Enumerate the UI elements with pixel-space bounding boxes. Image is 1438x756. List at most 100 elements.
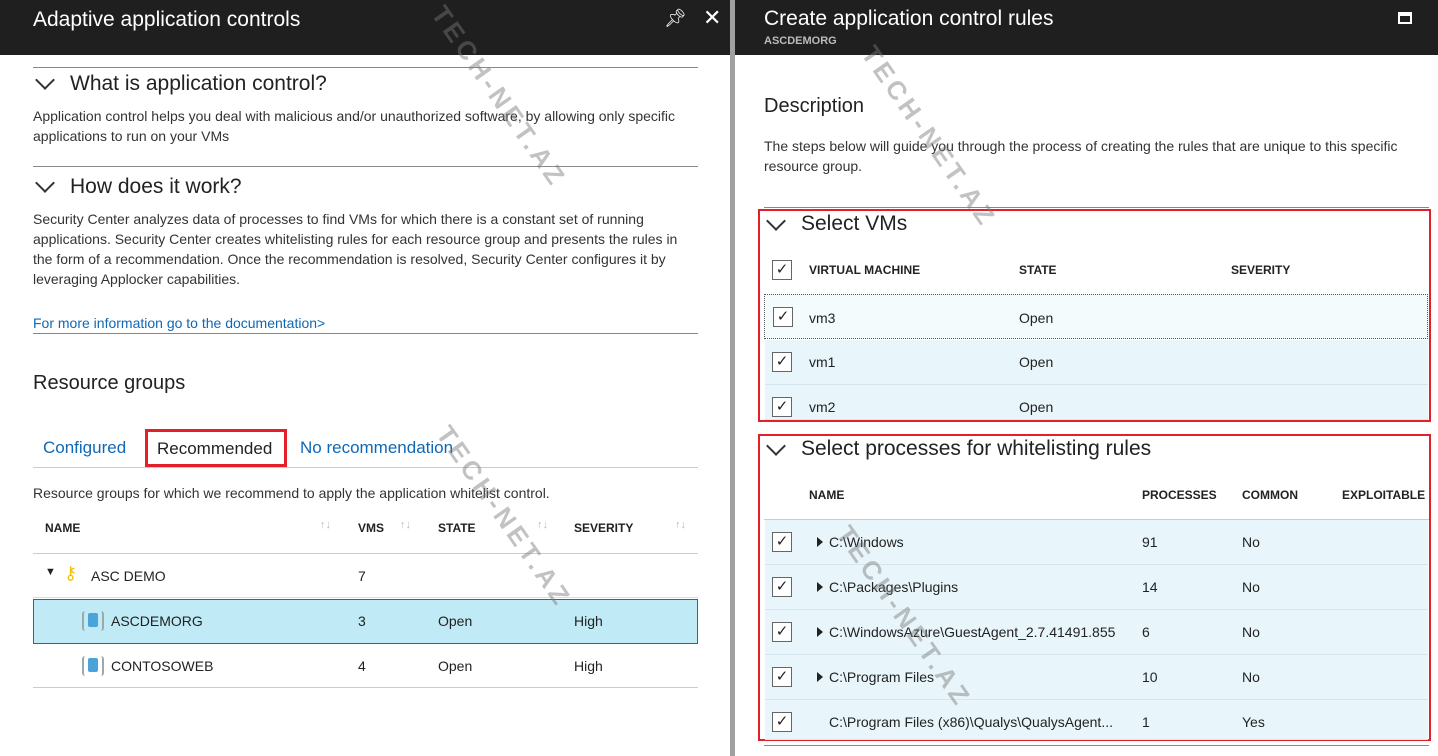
blade-header: Create application control rules ASCDEMO…	[735, 0, 1438, 55]
row-severity: High	[574, 613, 603, 629]
process-name: C:\WindowsAzure\GuestAgent_2.7.41491.855	[829, 624, 1116, 640]
vm-name: vm2	[809, 399, 836, 415]
column-exploitable: EXPLOITABLE	[1342, 488, 1426, 502]
row-checkbox[interactable]: ✓	[772, 577, 792, 597]
expand-triangle-icon[interactable]: ▼	[45, 566, 56, 578]
process-count: 91	[1142, 534, 1158, 550]
row-name: ASCDEMORG	[111, 613, 203, 629]
process-common: No	[1242, 534, 1260, 550]
column-virtual-machine: VIRTUAL MACHINE	[809, 263, 921, 277]
blade-subtitle: ASCDEMORG	[764, 35, 837, 47]
table-row[interactable]: ▼ ⚷ ASC DEMO 7	[33, 554, 698, 598]
adaptive-application-controls-blade: Adaptive application controls 📌︎ ✕ What …	[0, 0, 730, 756]
expand-triangle-icon[interactable]	[817, 672, 823, 682]
resource-group-icon	[82, 656, 104, 676]
sort-icon[interactable]: ↑↓	[320, 519, 331, 531]
row-vms: 3	[358, 613, 366, 629]
process-row[interactable]: ✓ C:\WindowsAzure\GuestAgent_2.7.41491.8…	[765, 610, 1428, 655]
process-name: C:\Program Files (x86)\Qualys\QualysAgen…	[829, 714, 1113, 730]
resource-group-icon	[82, 611, 104, 631]
description-text: The steps below will guide you through t…	[764, 138, 1398, 174]
what-section-text: Application control helps you deal with …	[33, 108, 676, 144]
row-name: CONTOSOWEB	[111, 658, 214, 674]
create-application-control-rules-blade: Create application control rules ASCDEMO…	[735, 0, 1438, 756]
select-vms-section	[758, 209, 1431, 422]
pin-icon[interactable]: 📌︎	[664, 8, 687, 28]
process-count: 14	[1142, 579, 1158, 595]
column-common: COMMON	[1242, 488, 1298, 502]
vm-row[interactable]: ✓ vm1 Open	[765, 340, 1428, 385]
column-processes: PROCESSES	[1142, 488, 1217, 502]
key-icon: ⚷	[64, 563, 78, 583]
select-processes-section	[758, 434, 1431, 741]
process-row[interactable]: ✓ C:\Program Files 10 No	[765, 655, 1428, 700]
sort-icon[interactable]: ↑↓	[400, 519, 411, 531]
row-checkbox[interactable]: ✓	[772, 532, 792, 552]
process-name: C:\Packages\Plugins	[829, 579, 959, 595]
how-section-title[interactable]: How does it work?	[70, 175, 242, 198]
select-vms-title[interactable]: Select VMs	[801, 212, 908, 235]
vm-row[interactable]: ✓ vm3 Open	[764, 294, 1428, 339]
process-name: C:\Program Files	[829, 669, 935, 685]
select-all-checkbox[interactable]: ✓	[772, 260, 792, 280]
what-section-title[interactable]: What is application control?	[70, 72, 327, 95]
process-count: 6	[1142, 624, 1150, 640]
chevron-down-icon[interactable]	[35, 173, 55, 193]
expand-triangle-icon[interactable]	[817, 582, 823, 592]
how-section-text: Security Center analyzes data of process…	[33, 211, 678, 287]
process-common: No	[1242, 624, 1260, 640]
process-count: 10	[1142, 669, 1158, 685]
tab-configured[interactable]: Configured	[43, 438, 127, 457]
sort-icon[interactable]: ↑↓	[537, 519, 548, 531]
column-name: NAME	[809, 488, 845, 502]
column-vms[interactable]: VMS	[358, 521, 385, 535]
row-state: Open	[438, 658, 473, 674]
vm-state: Open	[1019, 399, 1054, 415]
resource-groups-description: Resource groups for which we recommend t…	[33, 485, 550, 501]
column-state[interactable]: STATE	[438, 521, 476, 535]
row-checkbox[interactable]: ✓	[772, 352, 792, 372]
table-row[interactable]: CONTOSOWEB 4 Open High	[33, 644, 698, 688]
blade-header: Adaptive application controls 📌︎ ✕	[0, 0, 730, 55]
column-severity: SEVERITY	[1231, 263, 1291, 277]
process-name: C:\Windows	[829, 534, 904, 550]
blade-title: Adaptive application controls	[33, 8, 301, 31]
tab-no-recommendation[interactable]: No recommendation	[300, 438, 454, 457]
vm-row[interactable]: ✓ vm2 Open	[765, 385, 1428, 420]
vm-state: Open	[1019, 354, 1054, 370]
vm-state: Open	[1019, 310, 1054, 326]
row-checkbox[interactable]: ✓	[773, 307, 793, 327]
sort-icon[interactable]: ↑↓	[675, 519, 686, 531]
process-row[interactable]: ✓ C:\Packages\Plugins 14 No	[765, 565, 1428, 610]
row-checkbox[interactable]: ✓	[772, 397, 792, 417]
maximize-icon[interactable]	[1398, 12, 1412, 24]
description-title: Description	[764, 95, 865, 117]
vm-name: vm3	[809, 310, 836, 326]
chevron-down-icon[interactable]	[35, 70, 55, 90]
documentation-link[interactable]: For more information go to the documenta…	[33, 315, 326, 331]
row-checkbox[interactable]: ✓	[772, 712, 792, 732]
row-vms: 4	[358, 658, 366, 674]
resource-groups-title: Resource groups	[33, 372, 186, 394]
row-checkbox[interactable]: ✓	[772, 667, 792, 687]
row-name: ASC DEMO	[91, 568, 166, 584]
row-checkbox[interactable]: ✓	[772, 622, 792, 642]
tab-recommended[interactable]: Recommended	[145, 429, 287, 467]
select-processes-title[interactable]: Select processes for whitelisting rules	[801, 437, 1152, 460]
expand-triangle-icon[interactable]	[817, 627, 823, 637]
column-name[interactable]: NAME	[45, 521, 81, 535]
expand-triangle-icon[interactable]	[817, 537, 823, 547]
process-row[interactable]: ✓ C:\Program Files (x86)\Qualys\QualysAg…	[765, 700, 1428, 740]
close-icon[interactable]: ✕	[703, 5, 722, 30]
column-state: STATE	[1019, 263, 1057, 277]
process-row[interactable]: ✓ C:\Windows 91 No	[765, 520, 1428, 565]
table-row-selected[interactable]: ASCDEMORG 3 Open High	[33, 599, 698, 644]
tab-recommended-label: Recommended	[157, 439, 273, 458]
process-common: No	[1242, 579, 1260, 595]
process-count: 1	[1142, 714, 1150, 730]
row-severity: High	[574, 658, 603, 674]
vm-name: vm1	[809, 354, 836, 370]
process-common: No	[1242, 669, 1260, 685]
column-severity[interactable]: SEVERITY	[574, 521, 634, 535]
row-vms: 7	[358, 568, 366, 584]
